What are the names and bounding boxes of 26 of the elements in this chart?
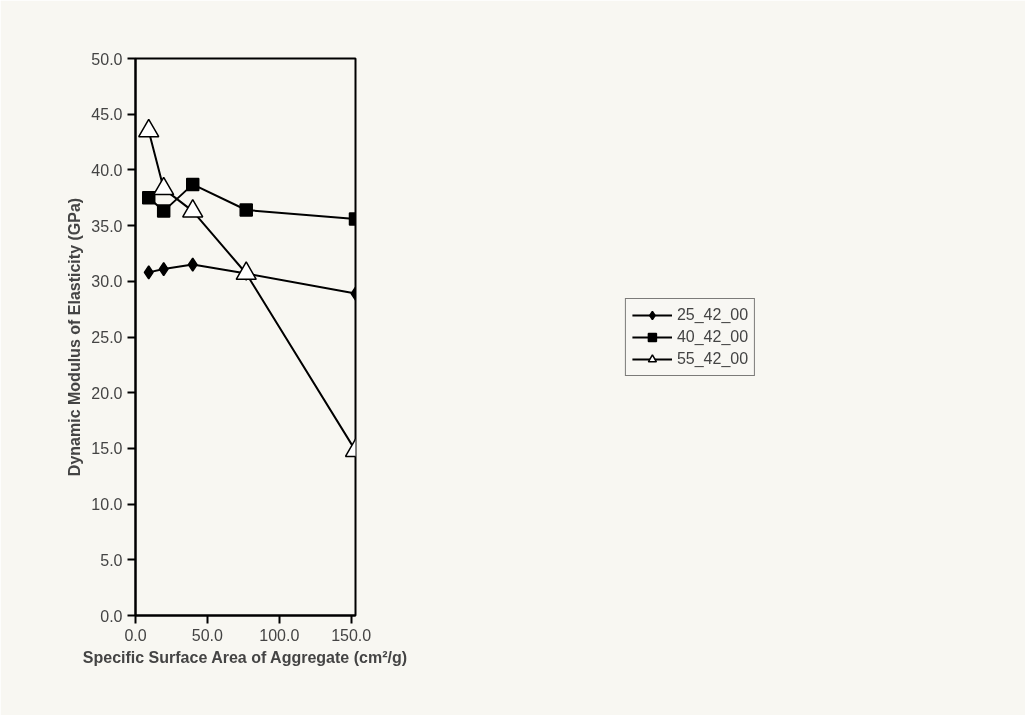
x-tick-label: 50.0 (191, 626, 224, 644)
y-tick-label: 45.0 (91, 106, 123, 124)
point (239, 203, 253, 217)
y-tick-label: 30.0 (91, 273, 123, 291)
x-tick-label: 150.0 (331, 626, 372, 644)
x-tick-label: 100.0 (259, 626, 300, 644)
y-tick-label: 35.0 (91, 217, 123, 235)
y-tick-label: 20.0 (91, 384, 123, 402)
y-tick-label: 15.0 (91, 440, 123, 458)
point (187, 257, 198, 272)
y-tick-label: 50.0 (91, 50, 123, 68)
point (143, 265, 154, 280)
x-axis-title: Specific Surface Area of Aggregate (cm²/g) (82, 648, 408, 666)
y-tick-label: 0.0 (100, 607, 123, 625)
point (156, 204, 171, 218)
y-tick-label: 10.0 (91, 496, 123, 514)
y-tick-label: 25.0 (91, 329, 123, 346)
y-tick-label: 40.0 (91, 161, 123, 179)
legend-label: 55_42_00 (676, 349, 749, 368)
point (185, 177, 200, 192)
legend-label: 40_42_00 (676, 327, 749, 346)
point (141, 191, 156, 205)
x-tick-label: 0.0 (124, 626, 147, 644)
y-tick-label: 5.0 (100, 551, 123, 569)
legend-label: 25_42_00 (676, 305, 749, 324)
y-axis-title: Dynamic Modulus of Elasticity (GPa) (66, 197, 84, 477)
